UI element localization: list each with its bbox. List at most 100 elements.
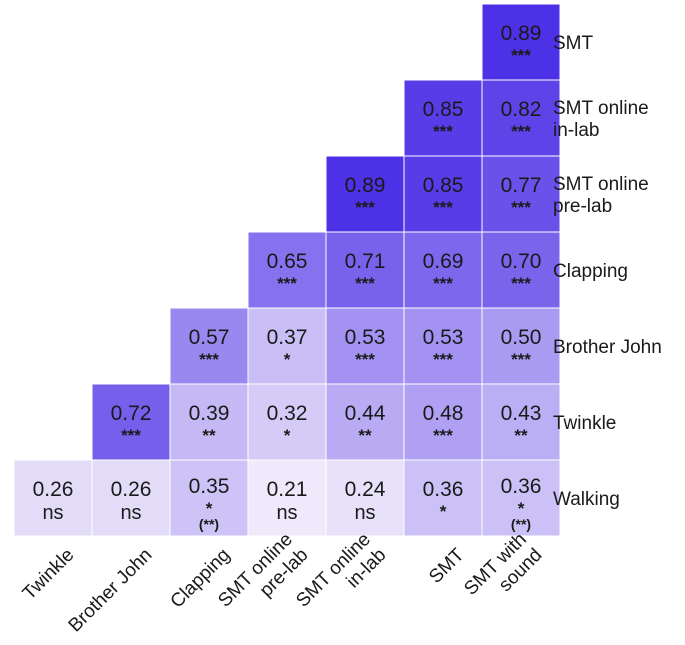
cell-fill — [481, 307, 561, 385]
cell-fill — [325, 307, 405, 385]
row-label-line: Walking — [553, 489, 620, 510]
cell-significance: *** — [511, 122, 531, 141]
heatmap-cell: 0.32* — [247, 383, 327, 461]
column-label-text: SMT withsound — [460, 529, 546, 615]
heatmap-cell: 0.48*** — [403, 383, 483, 461]
cell-fill — [13, 459, 93, 537]
cell-significance: *** — [121, 426, 141, 445]
row-label-line: SMT online — [553, 98, 649, 119]
row-label-twinkle: Twinkle — [553, 413, 616, 434]
cell-value: 0.36 — [423, 478, 464, 501]
cell-fill — [403, 79, 483, 157]
column-label-text: SMT onlinein-lab — [292, 529, 390, 627]
cell-fill — [403, 383, 483, 461]
cell-fill — [481, 231, 561, 309]
cell-fill — [481, 459, 561, 537]
cell-significance: * — [284, 350, 291, 369]
cell-value: 0.44 — [345, 402, 386, 425]
cell-fill — [325, 155, 405, 233]
column-label-smt-online-pre-lab: SMT onlinepre-lab — [214, 529, 312, 612]
cell-value: 0.72 — [111, 402, 152, 425]
cell-significance: ** — [358, 426, 372, 445]
cell-value: 0.65 — [267, 250, 308, 273]
row-label-line: pre-lab — [553, 196, 612, 217]
cell-value: 0.24 — [345, 478, 386, 501]
cell-value: 0.26 — [111, 478, 152, 501]
column-label-smt-with-sound: SMT withsound — [460, 529, 546, 615]
cell-value: 0.50 — [501, 326, 542, 349]
cell-significance: *** — [277, 274, 297, 293]
heatmap-cell: 0.53*** — [325, 307, 405, 385]
heatmap-cell: 0.36*(**) — [481, 459, 561, 537]
cell-significance: *** — [433, 274, 453, 293]
cell-value: 0.53 — [345, 326, 386, 349]
cell-value: 0.70 — [501, 250, 542, 273]
cell-significance: *** — [511, 198, 531, 217]
cell-fill — [325, 459, 405, 537]
cell-fill — [481, 383, 561, 461]
heatmap-cell: 0.44** — [325, 383, 405, 461]
cell-significance: ns — [120, 502, 141, 524]
cell-significance-alt: (**) — [511, 516, 531, 532]
cell-fill — [481, 79, 561, 157]
heatmap-cell: 0.50*** — [481, 307, 561, 385]
cell-value: 0.89 — [345, 174, 386, 197]
row-label-smt: SMT — [553, 33, 594, 54]
row-label-line: in-lab — [553, 120, 599, 141]
cell-significance: ns — [276, 502, 297, 524]
cell-value: 0.32 — [267, 402, 308, 425]
cell-value: 0.43 — [501, 402, 542, 425]
row-label-line: Twinkle — [553, 413, 616, 434]
column-label-text: Twinkle — [19, 545, 79, 605]
cell-significance: ** — [202, 426, 216, 445]
column-label-line: SMT — [425, 544, 468, 587]
heatmap-cell: 0.39** — [169, 383, 249, 461]
cell-value: 0.82 — [501, 98, 542, 121]
row-label-clapping: Clapping — [553, 261, 628, 282]
cell-significance: * — [284, 426, 291, 445]
cell-value: 0.89 — [501, 22, 542, 45]
column-label-text: SMT — [425, 544, 468, 587]
cell-value: 0.39 — [189, 402, 230, 425]
cell-significance: *** — [511, 46, 531, 65]
column-label-brother-john: Brother John — [65, 545, 157, 637]
cell-significance: *** — [355, 274, 375, 293]
heatmap-cell: 0.53*** — [403, 307, 483, 385]
heatmap-cell: 0.72*** — [91, 383, 171, 461]
cell-value: 0.26 — [33, 478, 74, 501]
cell-value: 0.71 — [345, 250, 386, 273]
column-label-smt-online-in-lab: SMT onlinein-lab — [292, 529, 390, 627]
cell-significance: ns — [354, 502, 375, 524]
cell-significance: ns — [42, 502, 63, 524]
heatmap-cell: 0.70*** — [481, 231, 561, 309]
cell-significance: *** — [511, 274, 531, 293]
cell-value: 0.48 — [423, 402, 464, 425]
heatmap-cells: 0.89***0.85***0.82***0.89***0.85***0.77*… — [13, 3, 561, 537]
row-label-smt-online-in-lab: SMT online in-lab — [553, 98, 649, 141]
column-label-twinkle: Twinkle — [19, 545, 79, 605]
heatmap-cell: 0.57*** — [169, 307, 249, 385]
cell-value: 0.35 — [189, 475, 230, 498]
cell-value: 0.21 — [267, 478, 308, 501]
cell-fill — [247, 307, 327, 385]
row-label-line: SMT online — [553, 174, 649, 195]
column-label-line: Twinkle — [19, 545, 79, 605]
cell-significance: *** — [433, 426, 453, 445]
cell-significance: *** — [511, 350, 531, 369]
heatmap-cell: 0.89*** — [325, 155, 405, 233]
heatmap-cell: 0.36* — [403, 459, 483, 537]
cell-significance: *** — [355, 198, 375, 217]
row-label-smt-online-pre-lab: SMT online pre-lab — [553, 174, 649, 217]
cell-fill — [403, 155, 483, 233]
cell-value: 0.37 — [267, 326, 308, 349]
cell-significance: *** — [433, 350, 453, 369]
cell-significance: * — [440, 502, 447, 521]
heatmap-cell: 0.71*** — [325, 231, 405, 309]
row-label-brother-john: Brother John — [553, 337, 662, 358]
column-label-line: Brother John — [65, 545, 157, 637]
cell-significance: * — [518, 499, 525, 518]
row-label-line: Clapping — [553, 261, 628, 282]
